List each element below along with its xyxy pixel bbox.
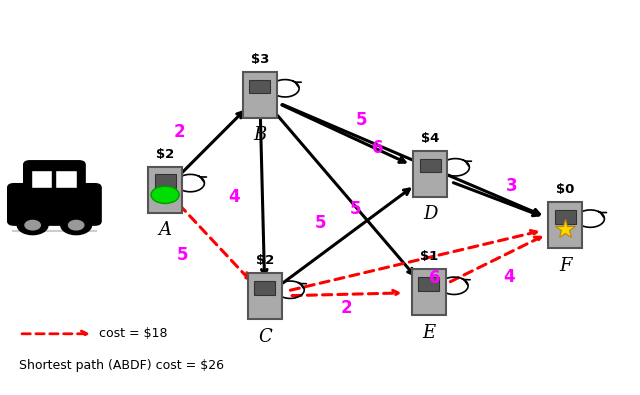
Text: 4: 4 (228, 188, 239, 207)
Text: 5: 5 (177, 246, 188, 264)
Text: C: C (258, 328, 272, 346)
Text: $2: $2 (256, 254, 274, 267)
Text: 2: 2 (341, 299, 353, 317)
FancyBboxPatch shape (8, 184, 101, 225)
FancyBboxPatch shape (56, 171, 77, 188)
FancyBboxPatch shape (24, 161, 85, 194)
Text: 5: 5 (356, 111, 367, 130)
FancyBboxPatch shape (255, 281, 275, 295)
FancyBboxPatch shape (32, 171, 52, 188)
FancyBboxPatch shape (548, 202, 582, 248)
Text: $4: $4 (421, 132, 439, 145)
Text: Shortest path (ABDF) cost = $26: Shortest path (ABDF) cost = $26 (19, 359, 224, 372)
Text: 5: 5 (314, 214, 326, 232)
Text: $2: $2 (156, 148, 174, 161)
Text: F: F (559, 257, 572, 275)
Text: B: B (253, 126, 266, 145)
Text: 6: 6 (429, 269, 441, 288)
Text: $1: $1 (420, 250, 438, 263)
FancyBboxPatch shape (243, 72, 277, 118)
FancyBboxPatch shape (155, 175, 175, 188)
Text: 5: 5 (349, 200, 361, 218)
Circle shape (151, 186, 179, 203)
FancyBboxPatch shape (555, 210, 575, 224)
FancyBboxPatch shape (419, 277, 439, 291)
Text: E: E (422, 324, 435, 342)
FancyBboxPatch shape (250, 80, 270, 94)
Text: D: D (423, 205, 437, 224)
FancyBboxPatch shape (148, 167, 182, 213)
Text: A: A (159, 221, 172, 239)
FancyBboxPatch shape (420, 159, 440, 172)
Circle shape (17, 216, 48, 235)
Text: 4: 4 (503, 267, 515, 286)
Text: 3: 3 (506, 177, 518, 195)
FancyBboxPatch shape (412, 269, 446, 315)
Text: cost = $18: cost = $18 (99, 327, 168, 340)
Circle shape (61, 216, 92, 235)
Text: $3: $3 (251, 53, 269, 66)
Text: $0: $0 (556, 183, 574, 196)
Circle shape (25, 220, 40, 230)
Circle shape (68, 220, 84, 230)
Text: 6: 6 (372, 139, 383, 157)
FancyBboxPatch shape (248, 273, 282, 319)
Text: 2: 2 (173, 123, 185, 141)
FancyBboxPatch shape (413, 151, 447, 197)
